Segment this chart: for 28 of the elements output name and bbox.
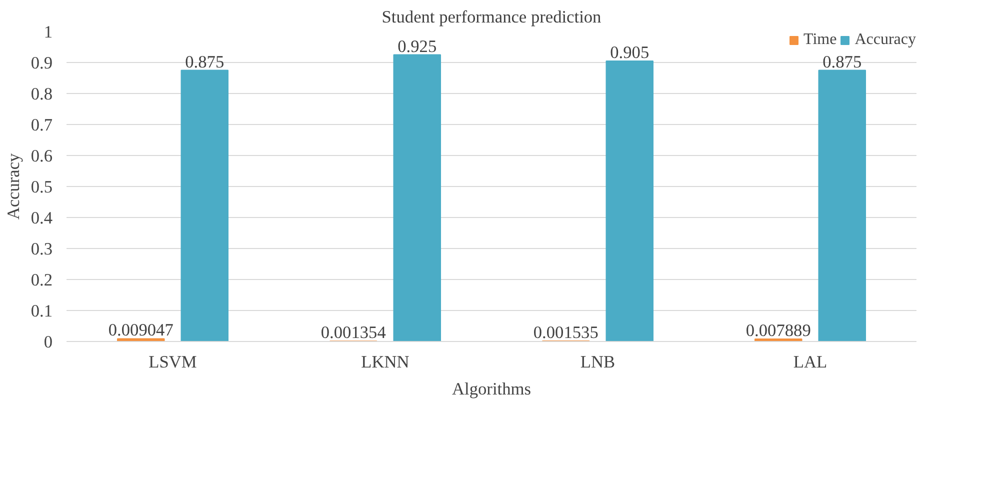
x-axis-title: Algorithms xyxy=(452,380,532,398)
x-tick-label: LSVM xyxy=(148,352,197,372)
data-label: 0.001354 xyxy=(320,323,386,342)
data-label: 0.925 xyxy=(398,36,437,56)
y-tick-label: 0.4 xyxy=(30,208,53,228)
y-tick-label: 0.7 xyxy=(30,116,53,134)
y-tick-label: 0 xyxy=(44,332,53,352)
y-tick-label: 0.1 xyxy=(30,302,53,320)
data-label: 0.007889 xyxy=(746,321,811,340)
data-label: 0.905 xyxy=(610,42,650,62)
legend-label: Accuracy xyxy=(854,31,916,49)
chart-title: Student performance prediction xyxy=(382,8,602,26)
legend-label: Time xyxy=(804,31,837,49)
data-label: 0.001535 xyxy=(533,323,598,342)
data-label: 0.875 xyxy=(822,52,862,72)
y-tick-label: 0.6 xyxy=(30,146,53,166)
data-label: 0.009047 xyxy=(108,320,174,340)
data-label: 0.875 xyxy=(185,52,224,72)
y-tick-label: 1 xyxy=(44,22,53,42)
x-tick-label: LKNN xyxy=(361,352,410,372)
y-tick-label: 0.3 xyxy=(30,240,53,258)
y-tick-label: 0.2 xyxy=(30,270,53,290)
y-tick-label: 0.9 xyxy=(30,54,53,72)
x-tick-label: LAL xyxy=(793,352,828,372)
y-tick-label: 0.5 xyxy=(30,178,53,196)
y-axis-title: Accuracy xyxy=(4,152,23,220)
x-tick-label: LNB xyxy=(580,352,616,372)
y-tick-label: 0.8 xyxy=(30,84,53,104)
